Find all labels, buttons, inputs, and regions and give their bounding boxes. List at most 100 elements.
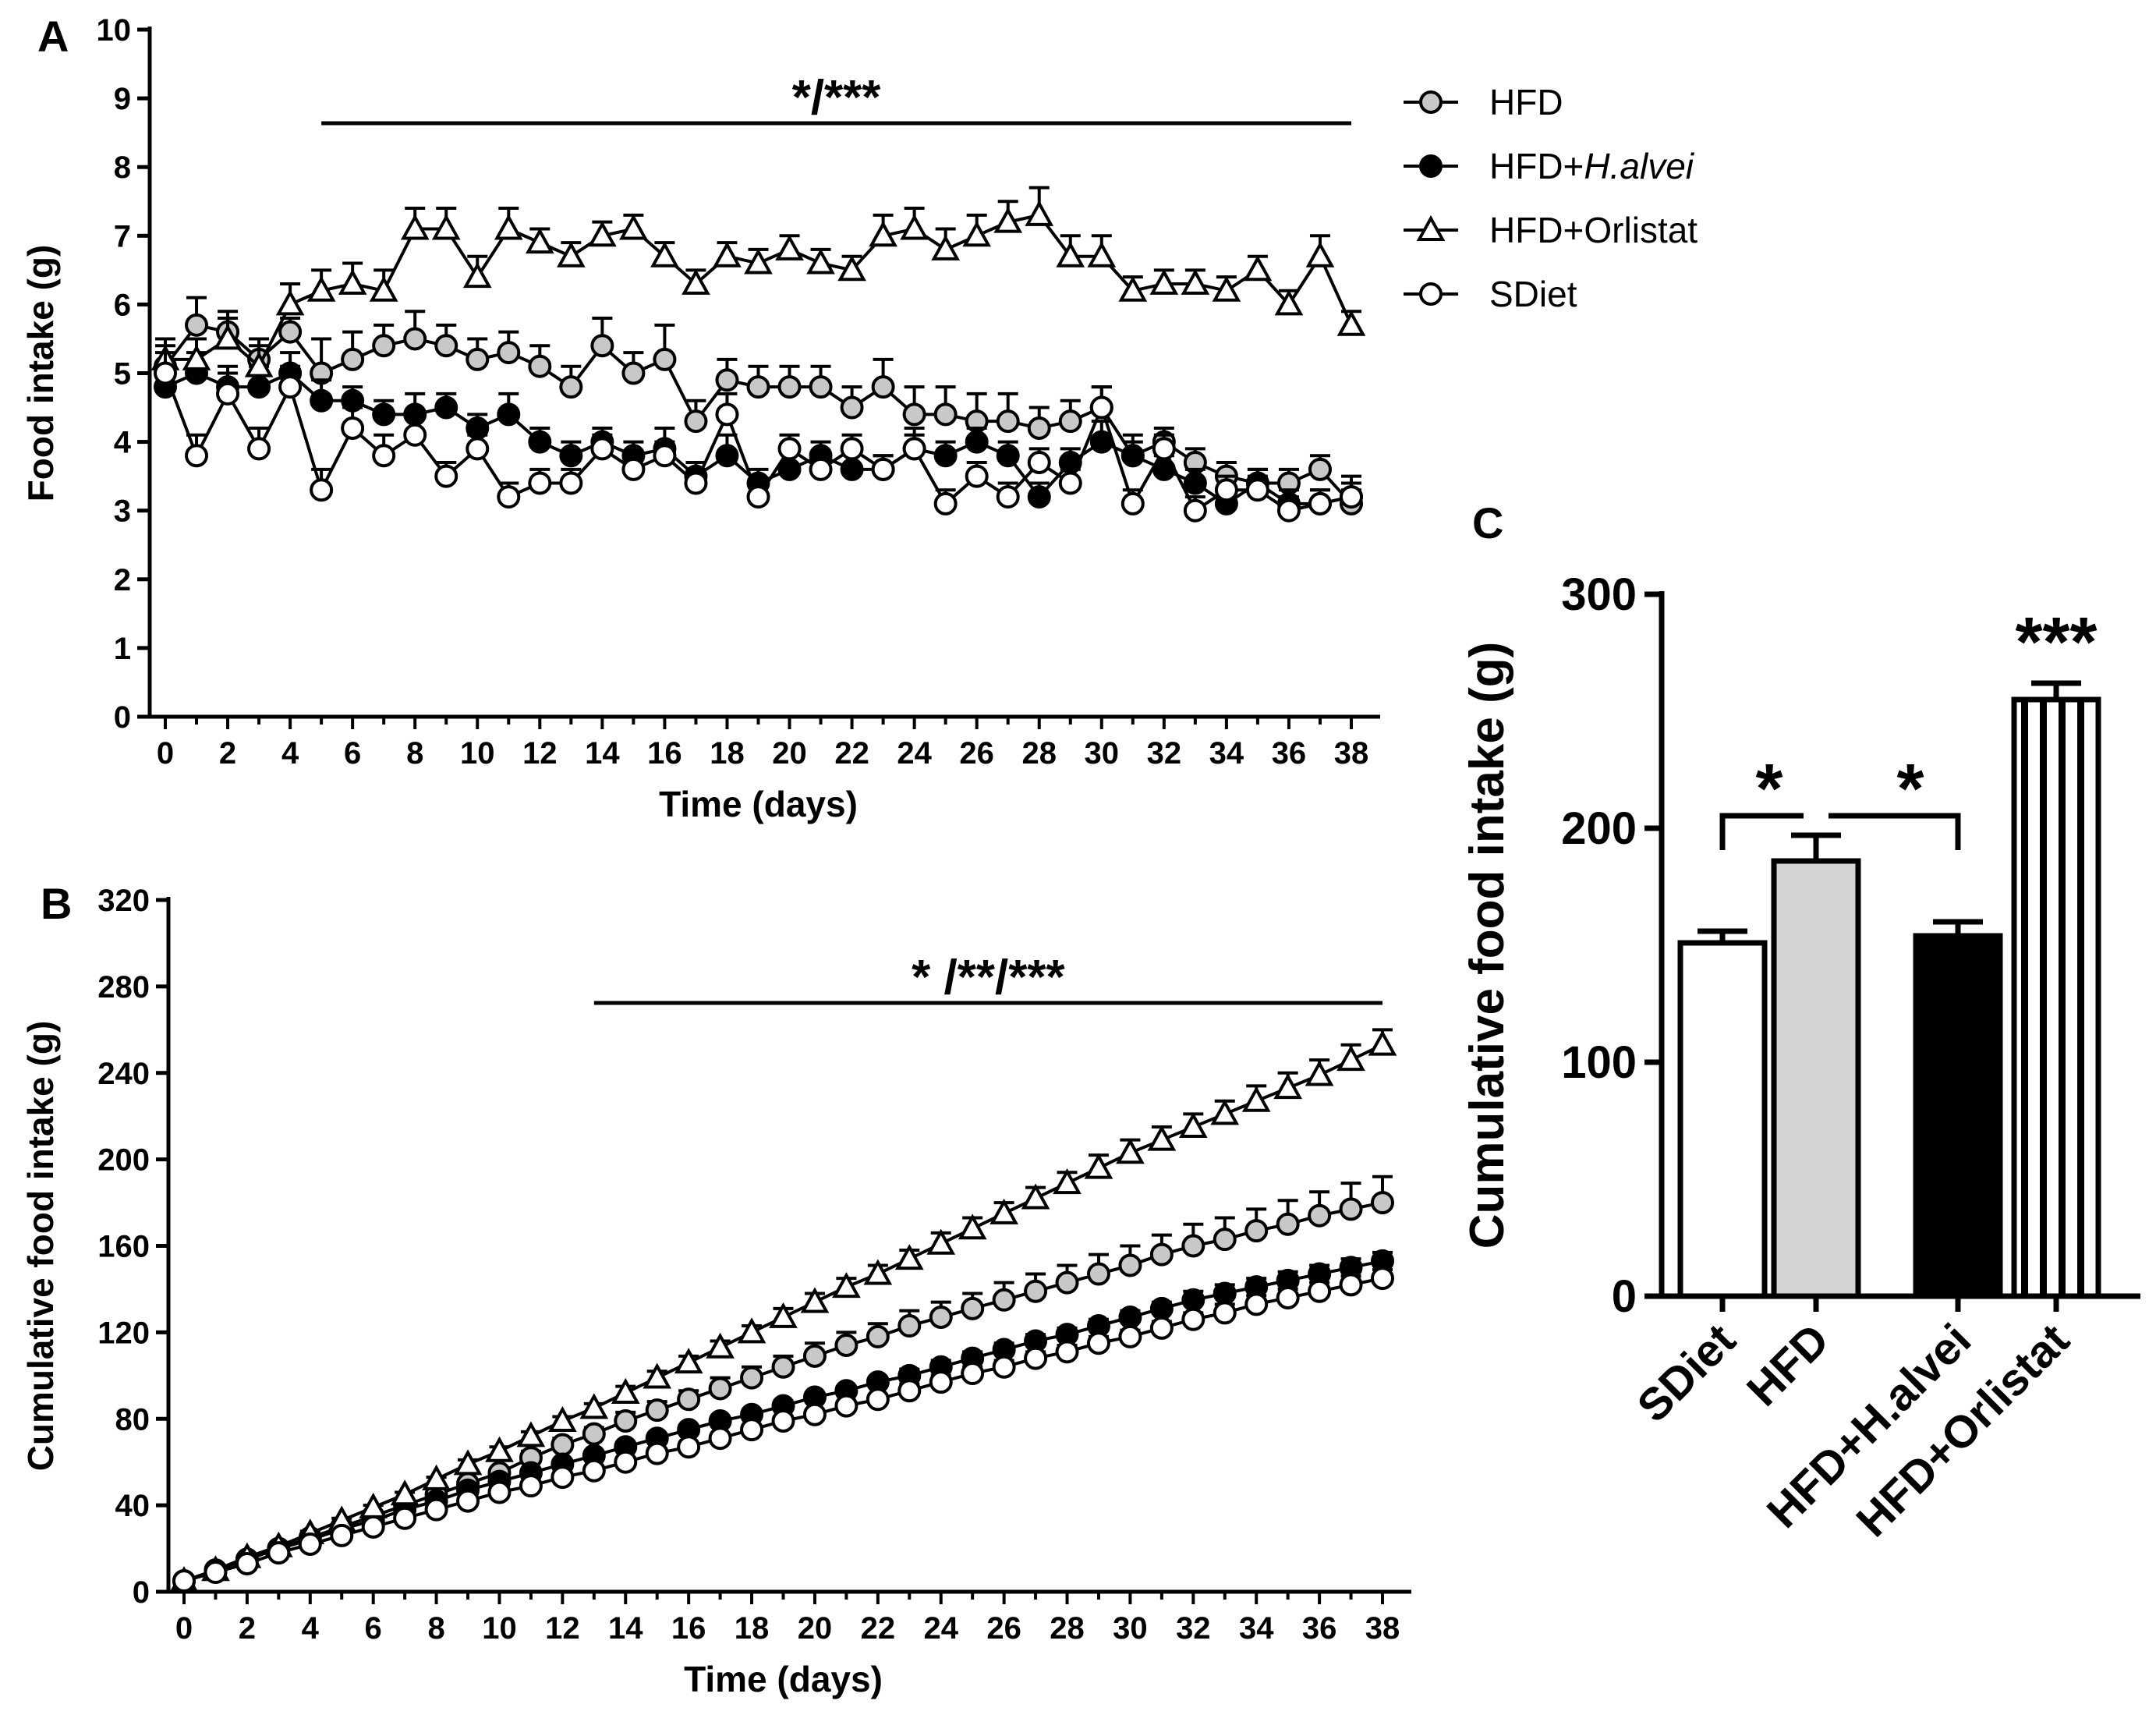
- data-point: [902, 437, 926, 461]
- y-tick-label: 0: [133, 1575, 150, 1610]
- x-tick-label: 6: [365, 1611, 382, 1646]
- data-point: [434, 464, 458, 488]
- data-point: [551, 1433, 575, 1457]
- data-point: [247, 437, 271, 461]
- data-point: [653, 444, 677, 468]
- data-point: [497, 402, 521, 427]
- data-point: [590, 437, 614, 461]
- data-point: [1213, 1228, 1237, 1252]
- data-point: [1120, 491, 1145, 516]
- y-axis-label: Cumulative food intake (g): [20, 1021, 61, 1472]
- data-point: [871, 457, 895, 481]
- x-tick-label: 24: [923, 1611, 958, 1646]
- x-tick-label: 2: [239, 1611, 256, 1646]
- data-point: [958, 1214, 987, 1240]
- series-hfd-orlistat: [169, 1028, 1397, 1593]
- data-point: [400, 214, 430, 240]
- data-point: [588, 221, 617, 247]
- panel-letter: A: [37, 12, 69, 61]
- data-point: [1089, 395, 1113, 420]
- data-point: [996, 444, 1020, 468]
- x-tick-label: 0: [157, 736, 174, 771]
- x-tick-label: 18: [735, 1611, 770, 1646]
- data-point: [462, 262, 492, 289]
- data-point: [516, 1421, 546, 1447]
- legend-item: HFD+H.alvei: [1404, 146, 1695, 186]
- data-point: [310, 388, 334, 413]
- data-point: [740, 1366, 764, 1390]
- legend-label-italic: H.alvei: [1584, 146, 1694, 186]
- data-point: [614, 1450, 638, 1474]
- data-point: [1053, 1168, 1082, 1195]
- y-tick-label: 320: [97, 884, 150, 918]
- data-point: [737, 1317, 766, 1344]
- data-point: [1086, 1262, 1110, 1286]
- data-point: [590, 334, 614, 358]
- data-point: [771, 1409, 795, 1433]
- data-point: [621, 457, 646, 481]
- data-point: [902, 402, 926, 427]
- data-point: [182, 344, 211, 370]
- data-point: [677, 1387, 701, 1412]
- x-tick-label: 32: [1147, 736, 1182, 771]
- y-tick-label: 4: [114, 426, 132, 460]
- y-tick-label: 240: [97, 1057, 150, 1091]
- x-tick-label: 20: [772, 736, 807, 771]
- data-point: [933, 402, 958, 427]
- y-tick-label: 80: [115, 1402, 150, 1437]
- data-point: [1308, 457, 1332, 481]
- x-tick-label: 34: [1239, 1611, 1274, 1646]
- data-point: [1149, 1242, 1174, 1267]
- x-tick-label: SDiet: [1627, 1314, 1745, 1432]
- data-point: [900, 214, 929, 240]
- data-point: [306, 275, 336, 302]
- y-tick-label: 7: [114, 219, 131, 253]
- data-point: [247, 375, 271, 399]
- data-point: [1025, 200, 1054, 226]
- data-point: [715, 402, 739, 427]
- legend-label-main: SDiet: [1489, 274, 1577, 314]
- x-tick-label: 4: [302, 1611, 320, 1646]
- data-point: [961, 1362, 985, 1386]
- data-point: [582, 1422, 606, 1446]
- data-point: [1118, 1324, 1142, 1348]
- x-tick-label: 6: [344, 736, 361, 771]
- data-point: [185, 444, 209, 468]
- data-point: [1276, 498, 1301, 523]
- data-point: [929, 1305, 953, 1329]
- legend-label: HFD+Orlistat: [1489, 210, 1698, 250]
- data-point: [840, 395, 864, 420]
- data-point: [684, 409, 708, 434]
- x-tick-label: 2: [219, 736, 236, 771]
- x-tick-label: 30: [1085, 736, 1120, 771]
- data-point: [1024, 1346, 1048, 1370]
- legend-label-main: HFD+: [1489, 146, 1584, 186]
- x-axis-label: Time (days): [684, 1659, 883, 1699]
- data-point: [456, 1489, 480, 1513]
- data-point: [556, 241, 586, 268]
- data-point: [372, 402, 396, 427]
- data-point: [528, 471, 552, 495]
- data-point: [962, 221, 992, 247]
- y-axis-label: Food intake (g): [20, 245, 61, 502]
- data-point: [434, 334, 458, 358]
- y-tick-label: 10: [97, 13, 132, 48]
- x-tick-label: 28: [1021, 736, 1057, 771]
- data-point: [1021, 1183, 1050, 1210]
- data-point: [1178, 1111, 1208, 1139]
- data-point: [1089, 430, 1113, 454]
- x-tick-label: 16: [671, 1611, 706, 1646]
- data-point: [1149, 1296, 1174, 1320]
- data-point: [1181, 1288, 1205, 1312]
- data-point: [390, 1479, 420, 1506]
- data-point: [1244, 1292, 1269, 1316]
- data-point: [278, 375, 303, 399]
- data-point: [1308, 1203, 1332, 1228]
- significance-label: *: [1755, 750, 1783, 828]
- significance-label: ***: [2015, 604, 2097, 682]
- data-point: [677, 1435, 701, 1459]
- data-point: [1058, 409, 1082, 434]
- data-point: [338, 268, 367, 295]
